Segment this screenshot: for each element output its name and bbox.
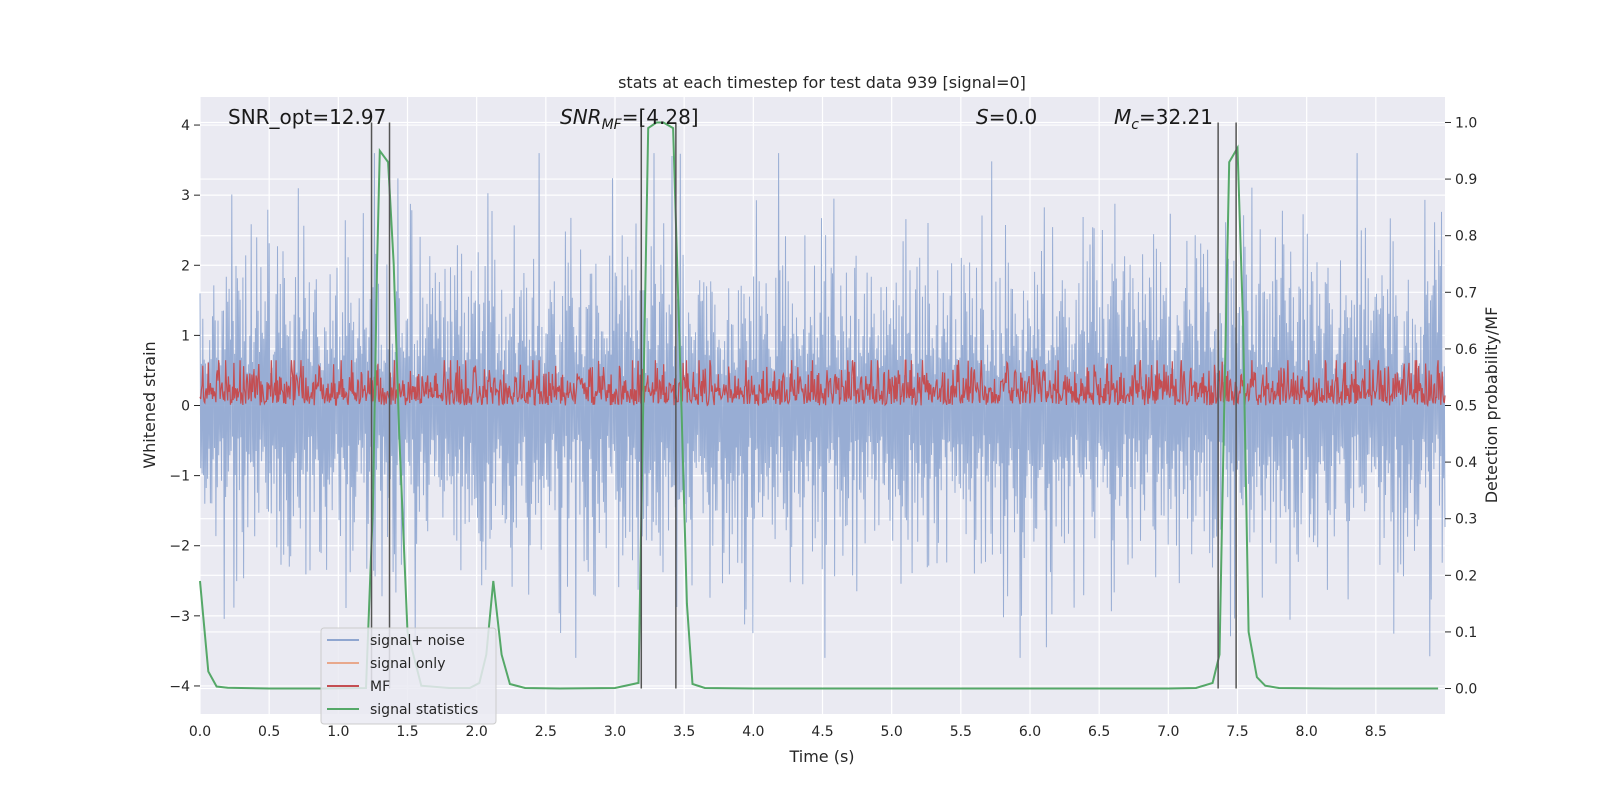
y-left-tick-label-8: 4 xyxy=(181,118,190,134)
y-left-tick-label-2: −2 xyxy=(169,539,190,555)
annotation-s-value: =0.0 xyxy=(989,105,1038,129)
y-right-tick-label-3: 0.3 xyxy=(1455,512,1477,528)
vertical-markers xyxy=(370,122,1237,689)
y-right-tick-label-7: 0.7 xyxy=(1455,285,1477,301)
annotation-snr-mf-value: =[4.28] xyxy=(622,105,699,129)
x-tick-label-7: 3.5 xyxy=(673,724,695,740)
mf-line xyxy=(199,358,1446,408)
x-tick-label-5: 2.5 xyxy=(535,724,557,740)
y-right-tick-label-6: 0.6 xyxy=(1455,342,1477,358)
legend-label-signal: signal only xyxy=(370,656,445,672)
y-left-tick-label-0: −4 xyxy=(169,679,190,695)
x-tick-label-15: 7.5 xyxy=(1226,724,1248,740)
y-left-tick-label-3: −1 xyxy=(169,469,190,485)
y-left-tick-label-6: 2 xyxy=(181,258,190,274)
legend: signal+ noise signal only MF signal stat… xyxy=(320,627,497,725)
stats-series xyxy=(199,121,1439,690)
x-tick-label-0: 0.0 xyxy=(189,724,211,740)
x-tick-label-14: 7.0 xyxy=(1157,724,1179,740)
annotation-snr-mf: SNRMF=[4.28] xyxy=(560,105,699,133)
annotation-snr-mf-subscript: MF xyxy=(602,117,623,133)
x-tick-label-12: 6.0 xyxy=(1019,724,1041,740)
y-right-tick-label-0: 0.0 xyxy=(1455,682,1477,698)
y-left-tick-label-5: 1 xyxy=(181,328,190,344)
y-left-tick-label-4: 0 xyxy=(181,399,190,415)
annotation-mc: Mc=32.21 xyxy=(1114,105,1213,133)
y-axis-right-ticks: 0.0 0.1 0.2 0.3 0.4 0.5 0.6 0.7 0.8 0.9 1.0 xyxy=(1445,115,1477,698)
annotation-s-symbol: S xyxy=(976,105,989,129)
x-tick-label-16: 8.0 xyxy=(1296,724,1318,740)
x-tick-label-17: 8.5 xyxy=(1365,724,1387,740)
chart-title: stats at each timestep for test data 939… xyxy=(618,73,1026,92)
y-axis-left-label: Whitened strain xyxy=(140,341,159,468)
noise-series xyxy=(199,153,1446,658)
y-left-tick-label-1: −3 xyxy=(169,609,190,625)
y-left-tick-label-7: 3 xyxy=(181,188,190,204)
legend-label-mf: MF xyxy=(370,679,390,695)
annotation-mc-symbol: M xyxy=(1114,105,1131,129)
y-axis-right-label: Detection probability/MF xyxy=(1482,307,1501,504)
y-right-tick-label-10: 1.0 xyxy=(1455,115,1477,131)
annotation-snr-mf-symbol: SNR xyxy=(560,105,602,129)
x-tick-label-11: 5.5 xyxy=(950,724,972,740)
legend-label-noise: signal+ noise xyxy=(370,633,465,649)
x-tick-label-2: 1.0 xyxy=(327,724,349,740)
noise-line xyxy=(199,153,1446,658)
annotation-mc-value: =32.21 xyxy=(1139,105,1213,129)
stats-line xyxy=(199,121,1439,690)
y-right-tick-label-1: 0.1 xyxy=(1455,625,1477,641)
y-right-tick-label-2: 0.2 xyxy=(1455,568,1477,584)
annotation-s: S=0.0 xyxy=(976,105,1037,129)
x-tick-label-10: 5.0 xyxy=(881,724,903,740)
mf-series xyxy=(199,358,1446,408)
y-right-tick-label-4: 0.4 xyxy=(1455,455,1477,471)
x-tick-label-4: 2.0 xyxy=(466,724,488,740)
legend-box xyxy=(320,627,497,725)
x-tick-label-13: 6.5 xyxy=(1088,724,1110,740)
annotation-mc-subscript: c xyxy=(1131,117,1139,133)
y-right-tick-label-5: 0.5 xyxy=(1455,399,1477,415)
x-axis-label: Time (s) xyxy=(788,747,854,766)
x-tick-label-8: 4.0 xyxy=(742,724,764,740)
y-axis-left-ticks: −4 −3 −2 −1 0 1 2 3 4 xyxy=(169,118,200,695)
annotation-snr-opt: SNR_opt=12.97 xyxy=(228,105,386,129)
x-tick-label-6: 3.0 xyxy=(604,724,626,740)
x-tick-label-3: 1.5 xyxy=(396,724,418,740)
y-right-tick-label-9: 0.9 xyxy=(1455,172,1477,188)
legend-label-stats: signal statistics xyxy=(370,702,478,718)
x-tick-label-9: 4.5 xyxy=(811,724,833,740)
x-tick-label-1: 0.5 xyxy=(258,724,280,740)
y-right-tick-label-8: 0.8 xyxy=(1455,229,1477,245)
x-axis-ticks: 0.0 0.5 1.0 1.5 2.0 2.5 3.0 3.5 4.0 4.5 5.0 5.5 6.0 6… xyxy=(189,724,1387,740)
